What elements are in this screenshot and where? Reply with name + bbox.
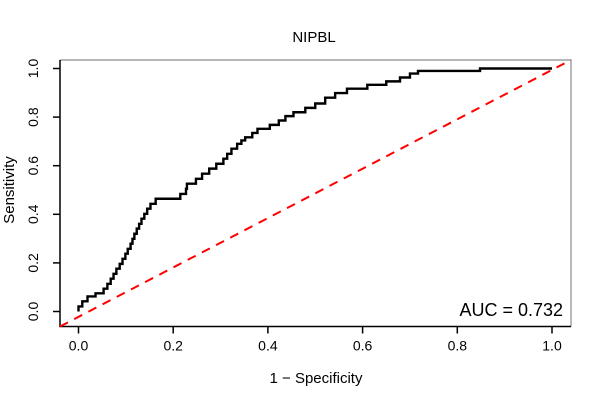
y-tick-label: 0.8 — [25, 107, 41, 127]
x-tick-label: 0.8 — [448, 338, 468, 354]
chance-diagonal — [59, 59, 572, 328]
y-axis-label: Sensitivity — [1, 156, 18, 224]
x-tick-label: 0.2 — [163, 338, 183, 354]
y-tick-label: 0.0 — [25, 302, 41, 322]
plot-title: NIPBL — [292, 29, 335, 46]
plot-series — [59, 59, 572, 328]
y-tick-label: 0.4 — [25, 204, 41, 224]
x-tick-label: 0.4 — [258, 338, 278, 354]
y-tick-label: 0.6 — [25, 156, 41, 176]
x-tick-label: 1.0 — [542, 338, 562, 354]
x-axis-label: 1 − Specificity — [270, 370, 363, 387]
y-axis: 0.0 0.2 0.4 0.6 0.8 1.0 — [25, 59, 60, 322]
x-tick-label: 0.0 — [69, 338, 89, 354]
x-axis: 0.0 0.2 0.4 0.6 0.8 1.0 — [69, 326, 562, 354]
y-tick-label: 0.2 — [25, 253, 41, 273]
roc-step-curve — [77, 67, 552, 312]
auc-annotation: AUC = 0.732 — [459, 300, 563, 320]
x-tick-label: 0.6 — [353, 338, 373, 354]
y-tick-label: 1.0 — [25, 59, 41, 79]
